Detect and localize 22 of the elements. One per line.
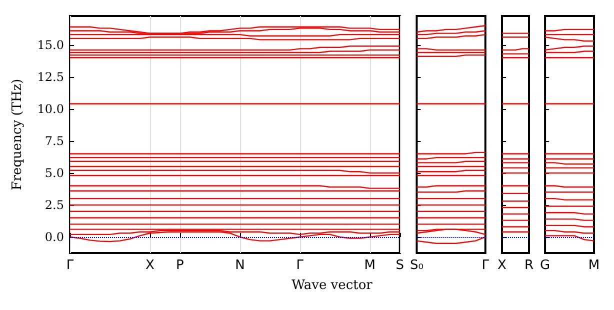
x-tick-label: M <box>364 258 376 273</box>
y-tick-label: 15.0 <box>37 38 64 52</box>
y-tick-label: 0.0 <box>44 230 64 244</box>
x-tick-label: R <box>524 258 534 273</box>
x-tick-label: S₀ <box>410 258 424 273</box>
y-tick-label: 10.0 <box>37 102 64 116</box>
y-tick-label: 12.5 <box>37 70 64 84</box>
y-tick-label: 7.5 <box>44 134 64 148</box>
x-tick-label: Γ <box>482 258 490 273</box>
x-tick-label: Γ <box>296 258 304 273</box>
x-tick-label: X <box>498 258 507 273</box>
x-tick-label: S <box>396 258 404 273</box>
x-axis-title: Wave vector <box>290 278 374 293</box>
y-tick-label: 5.0 <box>44 166 64 180</box>
y-tick-label: 2.5 <box>44 198 64 212</box>
x-tick-label: M <box>588 258 600 273</box>
x-tick-label: P <box>176 258 184 273</box>
x-tick-label: X <box>146 258 155 273</box>
y-axis-title: Frequency (THz) <box>10 78 25 190</box>
x-tick-label: Γ <box>66 258 74 273</box>
x-tick-label: G <box>540 258 550 273</box>
x-tick-label: N <box>235 258 245 273</box>
